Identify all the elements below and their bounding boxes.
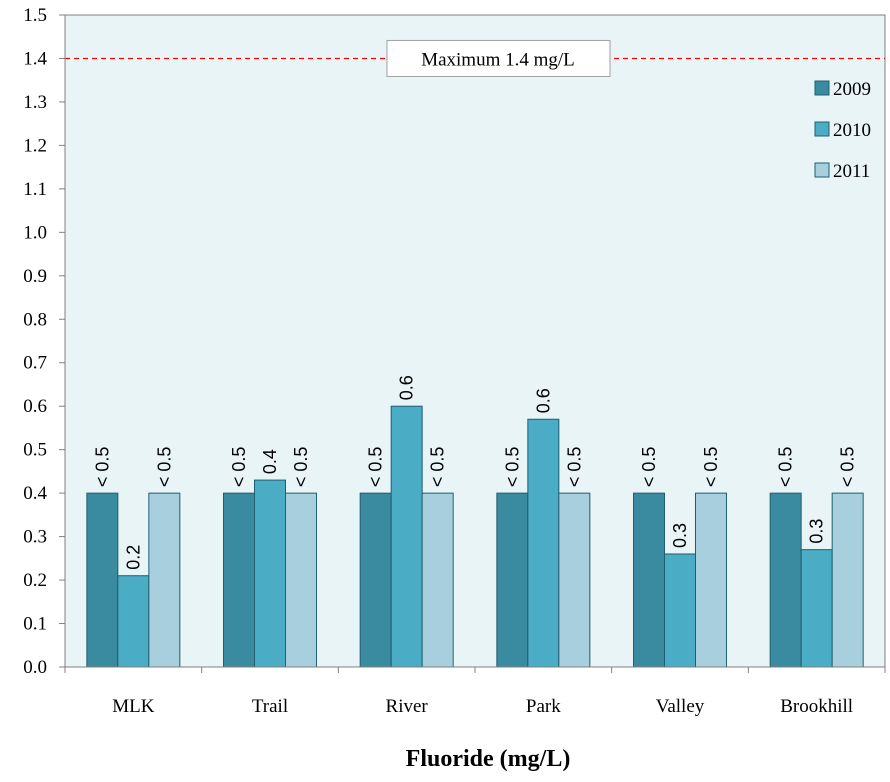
y-axis: 0.0 0.1 0.2 0.3 0.4 0.5 0.6 0.7 0.8 0.9 1.0 1.1 1.2 1… <box>23 5 66 678</box>
x-category-label: River <box>386 696 429 717</box>
data-label: < 0.5 <box>154 447 174 488</box>
bar-2011 <box>558 492 591 668</box>
reference-label: Maximum 1.4 mg/L <box>421 49 575 70</box>
data-label: < 0.5 <box>291 447 311 488</box>
y-tick-label: 0.2 <box>23 570 47 591</box>
data-label: < 0.5 <box>229 447 249 488</box>
legend-swatch-2011 <box>814 162 830 178</box>
bar-2011 <box>285 492 317 668</box>
data-label: 0.3 <box>670 523 690 548</box>
bar-2011 <box>695 492 727 668</box>
bar-2009 <box>496 492 529 668</box>
x-category-label: Park <box>526 696 561 717</box>
bar-2011 <box>421 492 454 668</box>
x-category-label: MLK <box>112 696 155 717</box>
legend: 2009 2010 2011 <box>814 79 871 182</box>
data-label: < 0.5 <box>428 447 448 488</box>
legend-label-2009: 2009 <box>833 79 871 100</box>
y-tick-label: 0.6 <box>23 396 47 417</box>
data-label: 0.6 <box>533 388 553 413</box>
y-tick-label: 1.3 <box>23 92 47 113</box>
data-label: 0.6 <box>397 375 417 400</box>
bar-2009 <box>223 492 255 668</box>
y-tick-label: 1.0 <box>23 222 47 243</box>
data-label: < 0.5 <box>92 447 112 488</box>
y-tick-label: 0.4 <box>23 483 47 504</box>
y-tick-label: 0.0 <box>23 657 47 678</box>
bar-2009 <box>86 492 119 668</box>
plot-area <box>64 14 886 668</box>
x-category-label: Trail <box>252 696 288 717</box>
y-tick-label: 0.5 <box>23 440 47 461</box>
data-label: < 0.5 <box>776 447 796 488</box>
reference-label-box <box>386 39 611 77</box>
bar-2010 <box>390 405 423 668</box>
data-label: < 0.5 <box>502 447 522 488</box>
data-label: 0.2 <box>123 545 143 570</box>
x-axis-title: Fluoride (mg/L) <box>406 746 571 772</box>
data-label: < 0.5 <box>366 447 386 488</box>
reference-line-group: Maximum 1.4 mg/L <box>65 39 885 77</box>
bar-2010 <box>800 549 833 668</box>
legend-swatch-2009 <box>814 80 830 96</box>
legend-label-2011: 2011 <box>833 161 870 182</box>
bar-2009 <box>633 492 665 668</box>
legend-label-2010: 2010 <box>833 120 871 141</box>
data-label: < 0.5 <box>701 447 721 488</box>
y-tick-label: 0.9 <box>23 266 47 287</box>
data-label: < 0.5 <box>639 447 659 488</box>
y-tick-label: 1.2 <box>23 135 47 156</box>
y-tick-label: 0.8 <box>23 309 47 330</box>
bar-2010 <box>664 553 696 668</box>
bar-2009 <box>359 492 392 668</box>
data-label: 0.3 <box>807 519 827 544</box>
bars-group <box>86 405 864 668</box>
bar-2010 <box>254 479 286 668</box>
data-label: 0.4 <box>260 449 280 474</box>
y-tick-label: 1.5 <box>23 5 47 26</box>
y-tick-label: 0.3 <box>23 527 47 548</box>
bar-2009 <box>769 492 802 668</box>
x-category-label: Valley <box>656 696 705 717</box>
y-tick-label: 0.1 <box>23 614 47 635</box>
bar-2010 <box>117 575 150 668</box>
bar-2010 <box>527 418 560 668</box>
legend-swatch-2010 <box>814 121 830 137</box>
y-tick-label: 1.4 <box>23 48 47 69</box>
bar-2011 <box>831 492 864 668</box>
x-axis: MLK Trail River Park Valley Brookhill <box>64 666 886 717</box>
data-label: < 0.5 <box>564 447 584 488</box>
y-tick-label: 0.7 <box>23 353 47 374</box>
data-labels-group: < 0.5 0.2 < 0.5 < 0.5 0.4 < 0.5 < 0.5 0.6 < 0.5 <… <box>92 375 857 570</box>
x-category-label: Brookhill <box>780 696 853 717</box>
data-label: < 0.5 <box>838 447 858 488</box>
bar-2011 <box>148 492 181 668</box>
y-tick-label: 1.1 <box>23 179 47 200</box>
